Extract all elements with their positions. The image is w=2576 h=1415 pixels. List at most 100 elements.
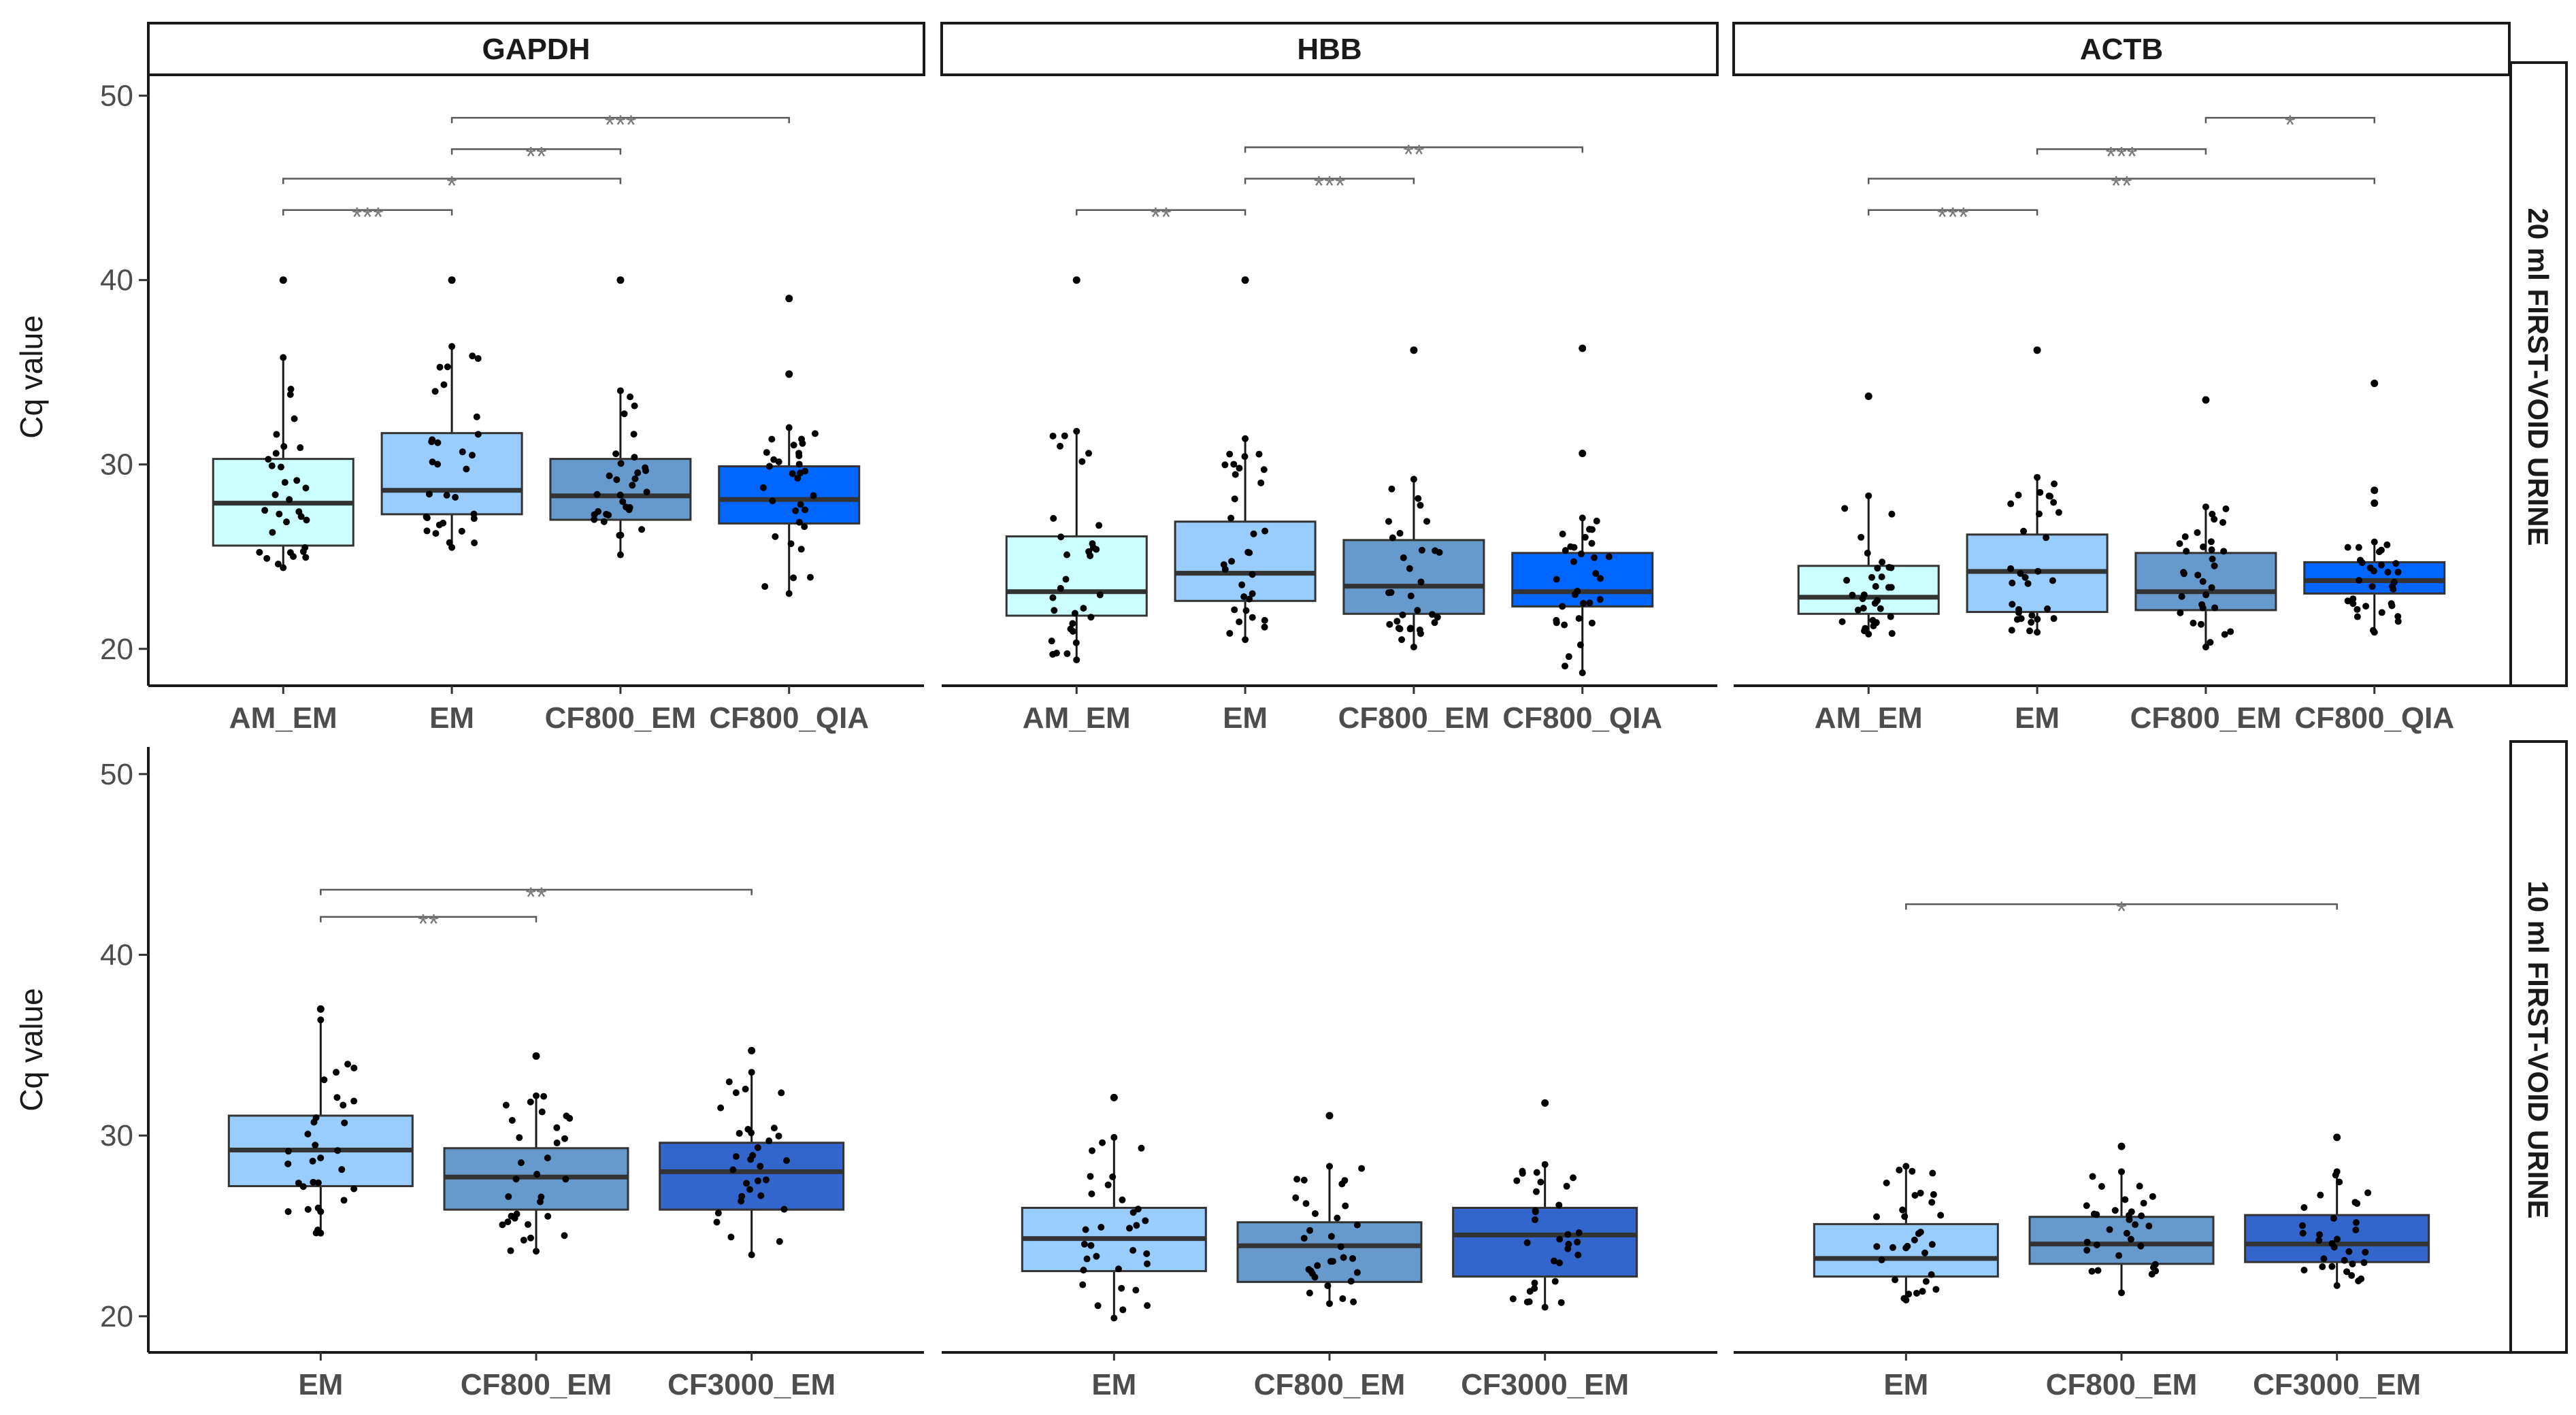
sample-point <box>440 519 447 527</box>
sample-point <box>463 465 470 473</box>
panel-actb-row-1: AM_EM EM CF800_EM CF800_QIA <box>1734 684 2509 735</box>
sample-point <box>1353 1269 1361 1276</box>
significance-line <box>450 148 622 155</box>
row-strip-box <box>2509 61 2568 687</box>
sample-point <box>2083 1238 2091 1246</box>
sample-point <box>2177 609 2184 616</box>
sample-point <box>806 573 814 581</box>
significance-bracket: ** <box>1076 203 1246 233</box>
outlier-point <box>316 1005 325 1013</box>
sample-point <box>2219 518 2227 526</box>
sample-point <box>713 1218 721 1226</box>
sample-point <box>1104 1181 1112 1188</box>
box-iqr <box>549 458 692 521</box>
sample-point <box>290 553 297 561</box>
y-tick-label: 30 <box>100 1119 133 1152</box>
sample-point <box>1395 625 1402 632</box>
boxplot-cf800_qia <box>1511 344 1654 677</box>
sample-point <box>797 546 805 553</box>
panel-gapdh-row-1: AM_EM EM CF800_EM CF800_QIA <box>148 684 924 735</box>
significance-line <box>1868 209 2038 216</box>
sample-point <box>1865 492 1872 499</box>
sample-point <box>1099 1139 1106 1146</box>
sample-point <box>1928 1199 1936 1206</box>
significance-bracket: ** <box>1868 171 2375 201</box>
sample-point <box>256 548 263 556</box>
sample-point <box>553 1124 561 1131</box>
sample-point <box>738 1193 746 1200</box>
significance-label: *** <box>1314 171 1346 201</box>
outlier-point <box>1110 1093 1118 1101</box>
sample-point <box>770 1125 778 1132</box>
sample-point <box>2298 1222 2306 1229</box>
facet-strip-label: GAPDH <box>482 33 591 66</box>
sample-point <box>1551 1278 1559 1285</box>
significance-bracket: * <box>1905 897 2338 927</box>
sample-point <box>1073 656 1080 664</box>
sample-point <box>1094 1302 1102 1310</box>
sample-point <box>1576 641 1584 648</box>
y-axis-label: Cq value <box>14 315 49 439</box>
sample-point <box>1132 1286 1140 1294</box>
sample-point <box>1226 450 1234 458</box>
outlier-point <box>1410 346 1418 354</box>
sample-point <box>1300 1235 1308 1242</box>
sample-point <box>1428 611 1436 618</box>
sample-point <box>616 387 624 395</box>
sample-point <box>2394 618 2402 625</box>
sample-point <box>2145 1222 2153 1230</box>
sample-point <box>1889 1244 1896 1251</box>
sample-point <box>1238 581 1246 588</box>
sample-point <box>2299 1229 2307 1237</box>
sample-point <box>1509 1295 1517 1303</box>
sample-point <box>1878 573 1885 580</box>
sample-point <box>2360 1259 2368 1267</box>
outlier-point <box>2371 499 2379 507</box>
sample-point <box>2181 533 2189 540</box>
sample-point <box>1902 1163 1910 1170</box>
box-iqr <box>718 465 861 525</box>
sample-point <box>1523 1239 1531 1246</box>
sample-point <box>1579 669 1586 677</box>
sample-point <box>317 1229 325 1237</box>
sample-point <box>1306 1289 1313 1297</box>
sample-point <box>2094 1267 2102 1274</box>
sample-point <box>2351 1199 2359 1206</box>
sample-point <box>736 1129 743 1137</box>
sample-point <box>1593 517 1600 525</box>
sample-point <box>801 523 808 531</box>
x-tick-label: CF800_EM <box>545 701 697 735</box>
outlier-point <box>785 295 793 303</box>
sample-point <box>429 436 436 444</box>
y-axis-row-2: 20 30 40 50 <box>100 747 150 1352</box>
sample-point <box>1567 543 1574 550</box>
sample-point <box>621 410 628 418</box>
panel-hbb-row-1: AM_EM EM CF800_EM CF800_QIA <box>942 684 1717 735</box>
sample-point <box>1877 605 1884 612</box>
sample-point <box>2093 1241 2100 1248</box>
boxplot-cf800_em <box>2134 396 2277 651</box>
sample-point <box>562 1176 569 1183</box>
sample-point <box>775 1132 782 1139</box>
significance-label: ** <box>525 142 546 171</box>
sample-point <box>333 1094 341 1101</box>
sample-point <box>423 527 431 535</box>
sample-point <box>538 1193 545 1201</box>
sample-point <box>1577 550 1585 558</box>
sample-point <box>2394 569 2402 576</box>
sample-point <box>280 564 287 571</box>
significance-label: ** <box>2111 171 2132 201</box>
sample-point <box>2355 544 2362 551</box>
sample-point <box>2047 493 2054 500</box>
sample-point <box>2088 1267 2096 1275</box>
sample-point <box>1143 1260 1151 1267</box>
box-iqr <box>1511 552 1654 607</box>
sample-point <box>1069 620 1076 627</box>
sample-point <box>638 526 646 533</box>
y-tick-label: 20 <box>100 1300 133 1333</box>
y-tick-label: 40 <box>100 939 133 972</box>
panel-actb-row-2: EM CF800_EM CF3000_EM <box>1734 1351 2509 1401</box>
sample-point <box>2328 1239 2336 1247</box>
sample-point <box>473 413 480 420</box>
sample-point <box>1241 453 1249 461</box>
